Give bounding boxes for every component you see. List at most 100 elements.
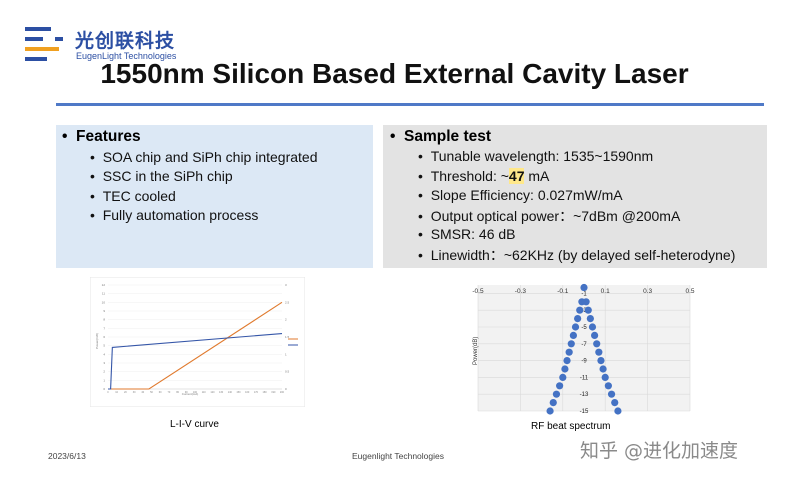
rf-data-point — [601, 373, 609, 381]
rf-y-tick: -1 — [581, 291, 587, 297]
rf-data-point — [582, 298, 590, 306]
liv-y2-tick: 3 — [285, 283, 287, 287]
liv-series-voltage — [108, 332, 283, 390]
rf-y-axis-label: Power(dB) — [473, 337, 479, 365]
rf-data-point — [565, 348, 573, 356]
liv-x-tick: 140 — [228, 391, 233, 394]
rf-data-point — [546, 407, 554, 415]
liv-x-tick: 180 — [263, 391, 268, 394]
liv-y2-tick: 2 — [285, 318, 287, 322]
rf-data-point — [563, 357, 571, 365]
liv-x-axis-label: Current(mA) — [182, 392, 199, 396]
rf-x-tick: 0.1 — [601, 288, 610, 295]
liv-x-tick: 60 — [159, 391, 162, 394]
rf-data-point — [607, 390, 616, 398]
company-logo-mark — [25, 27, 63, 61]
rf-data-point — [611, 399, 619, 407]
rf-y-tick: -9 — [581, 359, 587, 365]
liv-x-tick: 10 — [115, 391, 118, 394]
liv-x-tick: 20 — [124, 391, 127, 394]
rf-data-point — [567, 340, 575, 348]
liv-y2-tick: 2.5 — [285, 300, 290, 304]
liv-y-tick: 9 — [103, 309, 105, 313]
rf-y-tick: -13 — [580, 392, 589, 398]
liv-x-tick: 150 — [236, 391, 241, 394]
liv-y-tick: 3 — [103, 361, 105, 365]
rf-data-point — [586, 315, 594, 323]
watermark: 知乎 @进化加速度 — [580, 440, 739, 462]
liv-x-tick: 190 — [271, 391, 276, 394]
rf-data-point — [595, 348, 603, 356]
features-heading: • Features — [62, 128, 141, 145]
footer-date: 2023/6/13 — [48, 451, 86, 461]
liv-x-tick: 70 — [168, 391, 171, 394]
footer-company: Eugenlight Technologies — [352, 451, 444, 461]
rf-spectrum-chart: -0.5 -0.3 -0.1 0.1 0.3 0.5 -1 -3 -5 -7 -9 -11 -13 -15… — [472, 283, 695, 415]
liv-x-tick: 100 — [193, 391, 198, 394]
rf-data-point — [549, 399, 557, 407]
liv-x-tick: 160 — [245, 391, 250, 394]
liv-x-tick: 200 — [280, 391, 285, 394]
liv-y-tick: 7 — [103, 326, 105, 330]
liv-x-tick: 130 — [219, 391, 224, 394]
rf-y-tick: -11 — [580, 375, 589, 381]
rf-y-tick: -3 — [581, 308, 587, 314]
list-item: • SOA chip and SiPh chip integrated — [90, 149, 318, 165]
rf-data-point — [593, 340, 601, 348]
rf-caption: RF beat spectrum — [531, 421, 611, 432]
liv-y2-tick: 1 — [285, 352, 287, 356]
threshold-value: 47 — [508, 168, 525, 184]
liv-y-axis-label: Power(mW) — [95, 333, 99, 349]
liv-y2-tick: 0.5 — [285, 370, 290, 374]
rf-x-tick: 0.5 — [685, 288, 694, 295]
liv-y-tick: 6 — [103, 335, 105, 339]
slide-title: 1550nm Silicon Based External Cavity Las… — [100, 58, 689, 89]
spec-smsr: • SMSR: 46 dB — [418, 226, 516, 242]
liv-y-tick: 1 — [103, 378, 105, 382]
rf-data-point — [591, 331, 599, 339]
rf-y-tick: -7 — [581, 342, 587, 348]
liv-y-tick: 11 — [102, 292, 105, 296]
liv-x-tick: 170 — [254, 391, 259, 394]
liv-x-tick: 120 — [210, 391, 215, 394]
liv-y-tick: 5 — [103, 344, 105, 348]
spec-threshold: • Threshold: ~47 mA — [418, 168, 550, 184]
rf-data-point — [559, 373, 567, 381]
liv-x-tick: 80 — [176, 391, 179, 394]
rf-data-point — [574, 315, 582, 323]
liv-caption: L-I-V curve — [170, 419, 219, 430]
liv-y2-tick: 1.5 — [285, 335, 290, 339]
rf-x-tick: -0.1 — [557, 288, 569, 295]
features-panel — [56, 125, 373, 268]
rf-data-point — [561, 365, 569, 373]
rf-data-point — [576, 306, 584, 314]
liv-x-tick: 110 — [202, 391, 207, 394]
liv-x-tick: 90 — [185, 391, 188, 394]
spec-slope: • Slope Efficiency: 0.027mW/mA — [418, 187, 623, 203]
list-item: • TEC cooled — [90, 188, 176, 204]
liv-y-tick: 8 — [103, 318, 105, 322]
liv-y-tick: 10 — [102, 300, 106, 304]
sample-test-panel — [383, 125, 767, 268]
rf-y-tick: -5 — [581, 325, 587, 331]
liv-x-tick: 50 — [150, 391, 153, 394]
rf-data-point — [588, 323, 597, 331]
liv-y2-tick: 0 — [285, 387, 287, 391]
rf-y-tick: -15 — [580, 409, 589, 415]
title-divider — [56, 103, 764, 106]
rf-data-point — [614, 407, 622, 415]
rf-x-tick: -0.5 — [472, 288, 484, 295]
company-name-cn: 光创联科技 — [75, 30, 176, 52]
rf-data-point — [604, 382, 612, 390]
spec-tunable: • Tunable wavelength: 1535~1590nm — [418, 148, 654, 164]
liv-y-tick: 2 — [103, 370, 105, 374]
liv-series-power — [108, 301, 283, 390]
liv-y-tick: 12 — [102, 283, 106, 287]
spec-linewidth: • Linewidth：~62KHz (by delayed self-hete… — [418, 247, 736, 263]
rf-data-point — [571, 323, 580, 331]
rf-data-point — [552, 390, 561, 398]
rf-x-tick: -0.3 — [515, 288, 527, 295]
liv-y-tick: 0 — [103, 387, 105, 391]
rf-data-point — [584, 306, 592, 314]
rf-data-point — [569, 331, 577, 339]
